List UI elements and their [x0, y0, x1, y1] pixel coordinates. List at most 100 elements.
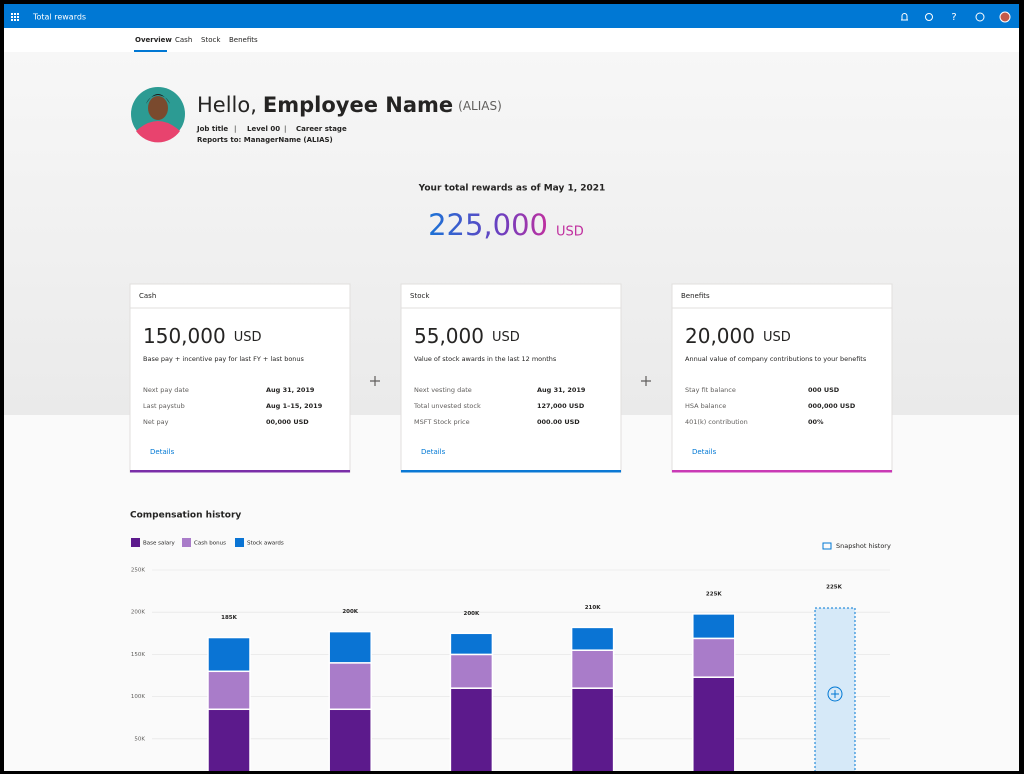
details-link[interactable]: Details — [692, 448, 717, 456]
bar-segment — [328, 630, 372, 664]
bar-segment — [570, 626, 615, 651]
bar-segment — [449, 632, 494, 656]
profile-meta: Level 00 — [247, 125, 280, 133]
row-label: Total unvested stock — [413, 402, 481, 410]
chart-title: Compensation history — [130, 511, 241, 521]
help-icon[interactable]: ? — [951, 12, 956, 23]
card-amount-line: 20,000 USD — [685, 324, 791, 348]
app-launcher[interactable] — [11, 13, 19, 21]
total-amount: 225,000 — [428, 208, 548, 242]
card-title: Stock — [410, 292, 430, 300]
bar-segment — [449, 653, 494, 689]
add-icon — [827, 686, 843, 702]
add-snapshot[interactable] — [814, 607, 856, 774]
profile-meta: Career stage — [296, 125, 347, 133]
y-tick-label: 250K — [131, 568, 145, 574]
row-label: Next vesting date — [414, 386, 472, 394]
card-amount: 150,000 — [143, 324, 226, 348]
card-box — [671, 283, 893, 473]
snapshot-icon — [822, 542, 832, 550]
row-label: 401(k) contribution — [685, 418, 748, 426]
row-label: Net pay — [143, 418, 169, 426]
greeting-line: Hello, Employee Name (ALIAS) — [197, 93, 502, 117]
greeting: Hello, — [197, 93, 257, 117]
card-title: Cash — [139, 292, 156, 300]
details-link[interactable]: Details — [150, 448, 175, 456]
profile-meta: Job title — [196, 125, 228, 133]
row-label: HSA balance — [685, 402, 726, 410]
card-description: Base pay + incentive pay for last FY + l… — [143, 355, 305, 363]
row-value: Aug 31, 2019 — [266, 386, 315, 394]
bar-segment — [328, 708, 372, 771]
row-value: 00% — [808, 418, 824, 426]
card: Stock 55,000 USD Value of stock awards in t… — [400, 283, 622, 473]
tab[interactable]: Overview — [135, 36, 172, 44]
card-description: Annual value of company contributions to… — [685, 355, 867, 363]
row-value: Aug 1–15, 2019 — [266, 402, 323, 410]
row-value: 127,000 USD — [537, 402, 585, 410]
app-title: Total rewards — [32, 13, 86, 22]
legend-label: Base salary — [143, 541, 176, 547]
card-box — [400, 283, 622, 473]
tab-underline — [134, 50, 167, 52]
employee-name: Employee Name — [263, 93, 453, 117]
card-box — [129, 283, 351, 473]
bar-segment — [207, 670, 251, 711]
total-label: 200K — [464, 611, 480, 617]
tab[interactable]: Stock — [201, 36, 221, 44]
bar-segment — [692, 613, 736, 640]
card-amount: 55,000 — [414, 324, 484, 348]
legend-label: Cash bonus — [194, 541, 226, 547]
total-label: 210K — [585, 605, 601, 611]
y-tick-label: 50K — [134, 736, 145, 742]
snapshot-history[interactable]: Snapshot history — [822, 542, 891, 550]
tab-bar — [4, 28, 1019, 52]
legend-label: Stock awards — [247, 541, 284, 547]
notification-icon[interactable] — [901, 13, 908, 21]
card: Benefits 20,000 USD Annual value of company… — [671, 283, 893, 473]
card-amount-line: 55,000 USD — [414, 324, 520, 348]
user-avatar[interactable] — [999, 11, 1011, 23]
bar-segment — [207, 636, 251, 673]
feedback-icon[interactable] — [975, 12, 985, 22]
bar-segment — [207, 708, 251, 771]
row-label: MSFT Stock price — [414, 418, 470, 426]
card-description: Value of stock awards in the last 12 mon… — [414, 355, 557, 363]
bar-segment — [570, 687, 615, 771]
top-bar — [4, 4, 1019, 28]
meta-separator: | — [284, 125, 286, 133]
legend-swatch — [182, 538, 191, 547]
total-currency: USD — [556, 225, 584, 240]
row-value: 000.00 USD — [537, 418, 580, 426]
legend-swatch — [131, 538, 140, 547]
total-label: 185K — [221, 615, 237, 621]
card-accent — [130, 470, 350, 473]
tab[interactable]: Benefits — [229, 36, 258, 44]
top-icons[interactable] — [901, 11, 1011, 23]
bar-segment — [328, 662, 372, 711]
tab[interactable]: Cash — [175, 36, 192, 44]
settings-icon[interactable] — [925, 13, 933, 21]
card-currency: USD — [234, 330, 262, 345]
details-link[interactable]: Details — [421, 448, 446, 456]
card-amount: 20,000 — [685, 324, 755, 348]
snapshot-link[interactable]: Snapshot history — [836, 542, 891, 550]
total-label: 225K — [706, 591, 722, 597]
placeholder-bar — [814, 607, 856, 771]
row-label: Stay fit balance — [685, 386, 736, 394]
y-tick-label: 100K — [131, 694, 145, 700]
total-label: 225K — [826, 585, 842, 591]
add-icon-plus — [831, 690, 839, 698]
y-tick-label: 150K — [131, 652, 145, 658]
card: Cash 150,000 USD Base pay + incentive pay f… — [129, 283, 351, 473]
bar-segment — [692, 676, 736, 771]
card-amount-line: 150,000 USD — [143, 324, 262, 348]
row-value: Aug 31, 2019 — [537, 386, 586, 394]
row-value: 000,000 USD — [808, 402, 856, 410]
avatar — [131, 87, 185, 143]
meta-separator: | — [234, 125, 236, 133]
reports-to: Reports to: ManagerName (ALIAS) — [197, 136, 333, 144]
row-value: 000 USD — [808, 386, 840, 394]
y-tick-label: 200K — [131, 610, 145, 616]
row-value: 00,000 USD — [266, 418, 309, 426]
